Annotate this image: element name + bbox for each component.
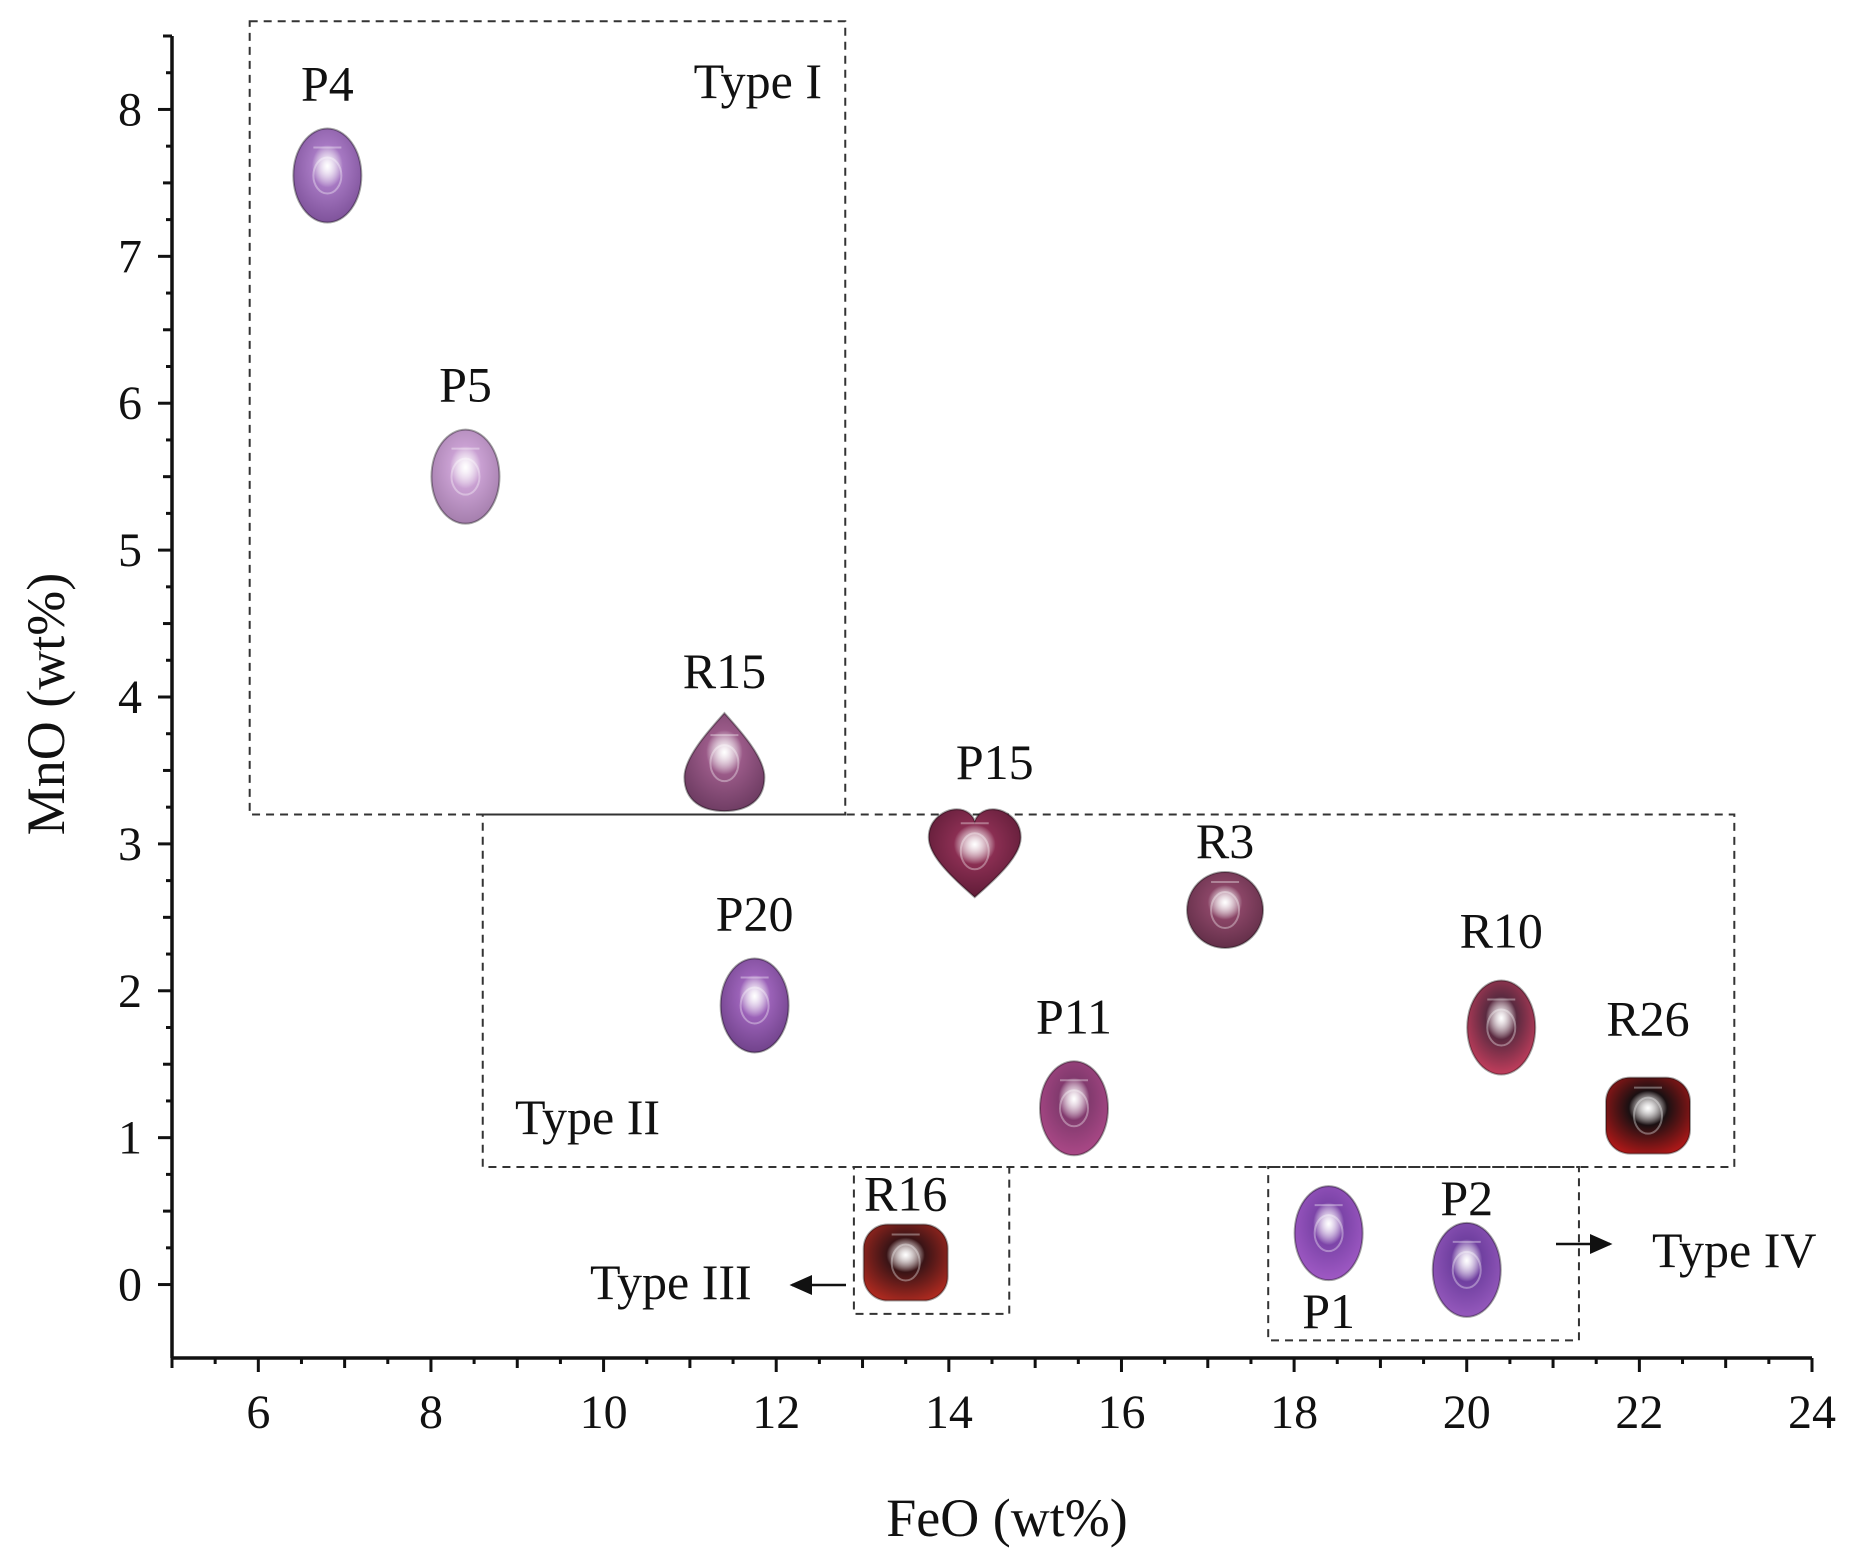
sample-label-p20: P20 <box>716 885 794 941</box>
region-box-type-iv <box>1267 1166 1580 1342</box>
gem-facet <box>312 156 343 195</box>
sample-label-p5: P5 <box>439 357 492 413</box>
y-tick-label: 6 <box>118 377 142 430</box>
gem-marker <box>1039 1060 1109 1157</box>
y-tick-label: 3 <box>118 818 142 871</box>
y-tick-label: 8 <box>118 83 142 136</box>
y-tick-label: 4 <box>118 671 142 724</box>
x-tick-label: 12 <box>752 1386 800 1439</box>
x-tick-label: 6 <box>246 1386 270 1439</box>
gem-marker <box>927 808 1022 899</box>
gem-facet <box>959 832 990 871</box>
gem-facet <box>1633 1096 1663 1135</box>
gem-p5: P5 <box>430 357 501 525</box>
gem-p11: P11 <box>1036 988 1112 1157</box>
sample-label-p2: P2 <box>1440 1170 1493 1226</box>
gem-marker <box>1605 1076 1691 1155</box>
y-axis-title: MnO (wt%) <box>16 573 76 835</box>
region-box-type-i <box>248 20 847 816</box>
sample-label-r10: R10 <box>1460 903 1543 959</box>
region-box-type-iii <box>852 1166 1011 1315</box>
gem-marker <box>1466 979 1537 1076</box>
sample-label-r16: R16 <box>864 1166 947 1222</box>
sample-label-p4: P4 <box>301 56 354 112</box>
x-tick-label: 16 <box>1097 1386 1145 1439</box>
y-tick-label: 5 <box>118 524 142 577</box>
sample-label-r26: R26 <box>1606 991 1689 1047</box>
axes-layer <box>170 36 1812 1360</box>
region-label-type-i: Type I <box>694 53 822 109</box>
annotations-layer: Type I Type II Type III Type IV <box>515 53 1817 1310</box>
sample-label-p1: P1 <box>1302 1283 1355 1339</box>
region-label-type-ii: Type II <box>515 1089 660 1145</box>
gem-p2: P2 <box>1431 1170 1502 1318</box>
gem-facet <box>1059 1089 1089 1128</box>
gem-marker <box>1186 870 1265 949</box>
x-tick-label: 24 <box>1788 1386 1836 1439</box>
gem-p15: P15 <box>927 734 1034 899</box>
gem-facet <box>1486 1008 1517 1047</box>
x-axis-title: FeO (wt%) <box>886 1488 1127 1548</box>
gem-facet <box>739 986 770 1025</box>
gem-p1: P1 <box>1293 1185 1364 1339</box>
gem-marker <box>719 957 790 1054</box>
x-tick-label: 20 <box>1443 1386 1491 1439</box>
region-label-type-iii: Type III <box>590 1254 752 1310</box>
gem-facet <box>709 744 740 783</box>
region-box-type-ii <box>481 813 1736 1169</box>
y-tick-label: 2 <box>118 965 142 1018</box>
gem-p20: P20 <box>716 885 794 1054</box>
gem-facet <box>450 457 481 496</box>
gem-marker <box>430 428 501 525</box>
regions-layer <box>248 20 1736 1342</box>
gem-r3: R3 <box>1186 813 1265 949</box>
sample-label-r15: R15 <box>683 643 766 699</box>
y-tick-label: 1 <box>118 1112 142 1165</box>
y-tick-label: 7 <box>118 230 142 283</box>
gem-marker <box>862 1223 949 1302</box>
gem-r26: R26 <box>1605 991 1691 1155</box>
gem-marker <box>683 711 766 813</box>
gem-marker <box>1293 1185 1364 1282</box>
gem-r10: R10 <box>1460 903 1543 1076</box>
gem-marker <box>1431 1221 1502 1318</box>
sample-label-p15: P15 <box>956 734 1034 790</box>
gem-facet <box>1451 1250 1482 1289</box>
x-tick-label: 10 <box>580 1386 628 1439</box>
gem-marker <box>292 127 363 224</box>
x-tick-label: 8 <box>419 1386 443 1439</box>
points-layer: P4 P5 R15 P15 R3 P20 P11 R10 R26 R16 P1 P2 <box>292 56 1691 1339</box>
gem-r16: R16 <box>862 1166 949 1302</box>
sample-label-p11: P11 <box>1036 988 1112 1044</box>
gem-facet <box>1210 890 1241 929</box>
gem-p4: P4 <box>292 56 363 224</box>
x-tick-label: 18 <box>1270 1386 1318 1439</box>
region-label-type-iv: Type IV <box>1652 1222 1817 1278</box>
sample-label-r3: R3 <box>1196 813 1254 869</box>
y-tick-label: 0 <box>118 1259 142 1312</box>
x-tick-label: 14 <box>925 1386 973 1439</box>
gem-facet <box>1313 1214 1344 1253</box>
x-tick-label: 22 <box>1615 1386 1663 1439</box>
gem-r15: R15 <box>683 643 766 813</box>
gem-facet <box>890 1243 921 1282</box>
